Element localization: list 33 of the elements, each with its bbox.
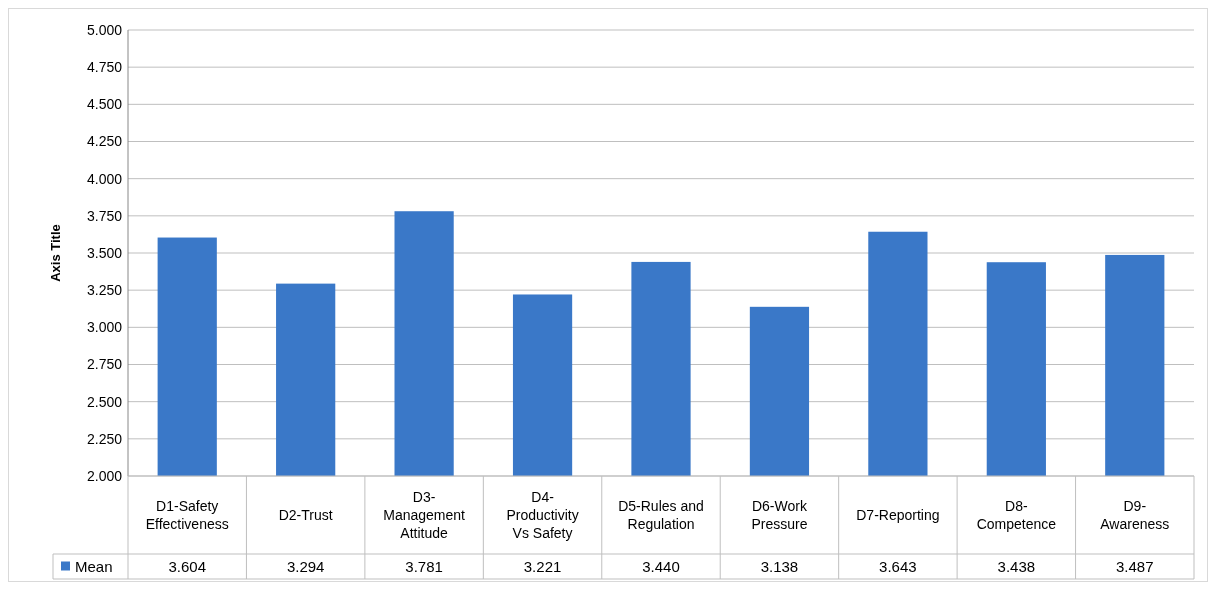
x-tick-label: D8-Competence xyxy=(976,497,1057,532)
y-tick-label: 5.000 xyxy=(86,21,123,38)
data-label: 3.294 xyxy=(286,557,325,575)
y-tick-label: 4.500 xyxy=(86,96,123,113)
y-tick-label: 2.000 xyxy=(86,467,123,484)
legend-label: Mean xyxy=(75,557,113,575)
data-label: 3.781 xyxy=(405,557,443,575)
y-tick-label: 4.750 xyxy=(86,59,123,76)
y-tick-label: 2.500 xyxy=(86,393,123,410)
data-label: 3.604 xyxy=(168,557,206,575)
y-axis-title: Axis Title xyxy=(48,224,63,282)
x-tick-label: D6-Work Pressure xyxy=(751,497,808,532)
x-tick-label: D2-Trust xyxy=(278,506,333,523)
y-tick-label: 2.750 xyxy=(86,356,123,373)
data-label: 3.438 xyxy=(997,557,1036,575)
data-label: 3.138 xyxy=(760,557,799,575)
x-tick-label: D3-Management Attitude xyxy=(383,488,466,541)
y-tick-label: 4.250 xyxy=(86,133,123,150)
y-tick-label: 3.750 xyxy=(86,207,123,224)
x-tick-label: D7-Reporting xyxy=(856,506,940,523)
x-tick-label: D1-Safety Effectiveness xyxy=(145,497,229,532)
y-tick-label: 3.250 xyxy=(86,282,123,299)
data-label: 3.221 xyxy=(523,557,562,575)
x-tick-label: D9-Awareness xyxy=(1100,497,1170,532)
y-tick-label: 2.250 xyxy=(86,430,123,447)
y-tick-label: 4.000 xyxy=(86,170,123,187)
x-tick-label: D5-Rules and Regulation xyxy=(618,497,704,532)
y-tick-label: 3.000 xyxy=(86,319,123,336)
y-tick-label: 3.500 xyxy=(86,244,123,261)
data-label: 3.487 xyxy=(1116,557,1154,575)
data-label: 3.440 xyxy=(642,557,680,575)
data-label: 3.643 xyxy=(879,557,917,575)
x-tick-label: D4-Productivity Vs Safety xyxy=(506,488,579,541)
